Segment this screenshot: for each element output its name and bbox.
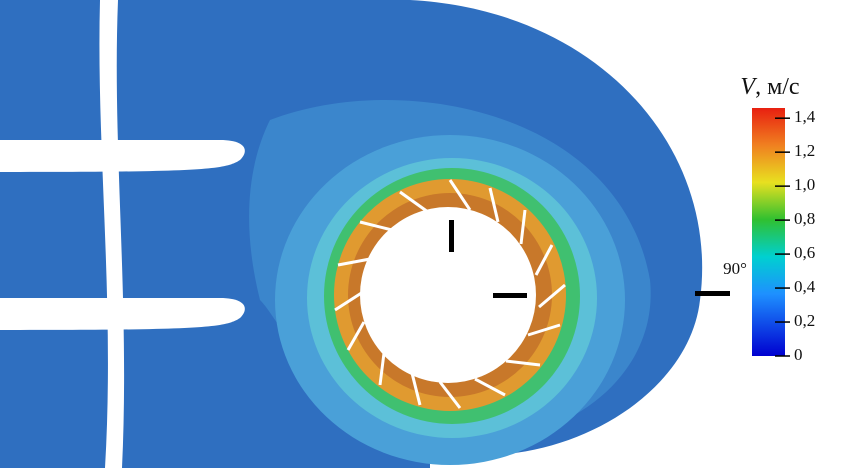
colorbar-tick-label: 1,0 bbox=[794, 175, 815, 194]
colorbar-tick-label: 1,2 bbox=[794, 141, 815, 160]
colorbar-tick-label: 1,4 bbox=[794, 107, 816, 126]
annotation: 90° bbox=[723, 259, 747, 278]
colorbar-tick-label: 0 bbox=[794, 345, 803, 364]
blades bbox=[334, 179, 566, 409]
colorbar-tick-label: 0,8 bbox=[794, 209, 815, 228]
flow-field bbox=[0, 0, 730, 468]
colorbar-tick-label: 0,6 bbox=[794, 243, 815, 262]
colorbar-tick-label: 0,2 bbox=[794, 311, 815, 330]
colorbar-variable: V bbox=[740, 74, 757, 100]
colorbar-unit: , м/с bbox=[755, 74, 800, 100]
colorbar bbox=[752, 108, 785, 356]
colorbar-title: V, м/с bbox=[740, 74, 799, 100]
colorbar-tick-label: 0,4 bbox=[794, 277, 816, 296]
